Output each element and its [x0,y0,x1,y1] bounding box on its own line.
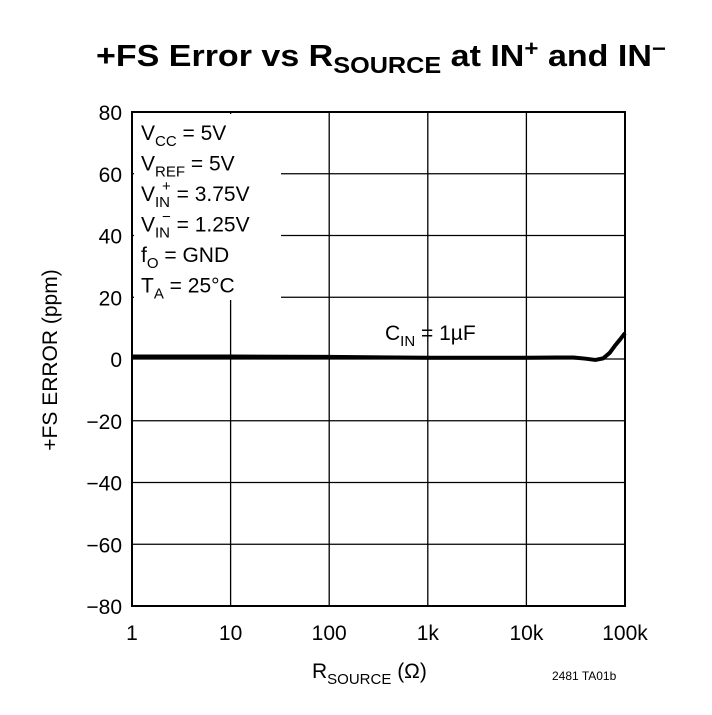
annotation-part: = 1.25V [171,214,250,237]
title-part: + [524,36,538,61]
annotation-part: T [141,275,154,298]
annotation-part: f [141,244,147,267]
annotation-part: CC [155,133,177,150]
annotation-part: V [141,122,155,145]
y-tick-label: −60 [86,534,122,557]
annotation-part: + [162,178,171,195]
y-tick-label: 80 [99,102,122,125]
annotation-background [134,114,281,300]
chart-title: +FS Error vs R SOURCE at IN + and IN − [96,36,666,78]
annotation-part: REF [155,164,185,181]
annotation: fO = GND [141,244,229,272]
x-tick-label: 10k [509,622,543,645]
x-tick-label: 100 [312,622,347,645]
footnote: 2481 TA01b [552,669,617,683]
annotation-part: = GND [159,244,230,267]
label-part: C [385,322,400,345]
y-tick-label: 0 [110,349,122,372]
annotation: VIN+ = 3.75V [141,178,250,211]
title-part: SOURCE [333,52,441,78]
label-part: = 1µF [415,322,476,345]
label-part: R [312,660,327,683]
y-tick-label: −40 [86,473,122,496]
label-part: SOURCE [327,671,391,688]
x-tick-label: 1 [126,622,138,645]
y-tick-label: 20 [99,287,122,310]
label-part: (Ω) [391,660,427,683]
annotation-part: = 5V [185,153,235,176]
annotation-part: O [147,255,159,272]
annotation-part: A [154,286,164,303]
x-tick-label: 1k [417,622,440,645]
y-tick-label: 40 [99,226,122,249]
x-tick-label: 100k [602,622,648,645]
annotation-part: − [162,209,171,226]
label-part: IN [400,333,415,350]
annotation: VIN− = 1.25V [141,209,250,242]
annotation-part: V [141,214,155,237]
annotation-part: V [141,183,155,206]
curve-label: CIN = 1µF [385,322,476,350]
y-tick-label: −20 [86,411,122,434]
plot [132,331,627,362]
plot-border [131,111,626,607]
y-tick-label: −80 [86,596,122,619]
title-part: and IN [539,38,652,73]
y-tick-label: 60 [99,164,122,187]
y-axis-label: +FS ERROR (ppm) [39,269,62,450]
annotation-part: = 25°C [164,275,235,298]
annotation-part: = 3.75V [171,183,250,206]
title-part: at IN [441,38,524,73]
x-axis-label: RSOURCE (Ω) [312,660,427,688]
annotation: VREF = 5V [141,153,235,181]
annotation-part: = 5V [177,122,227,145]
annotation: TA = 25°C [141,275,235,303]
x-tick-label: 10 [219,622,242,645]
annotation-part: V [141,153,155,176]
annotation: VCC = 5V [141,122,226,150]
annotation-part: IN [155,225,170,242]
annotation-part: IN [155,194,170,211]
title-part: − [652,36,666,61]
title-part: +FS Error vs R [96,38,333,73]
data-line [132,331,627,362]
